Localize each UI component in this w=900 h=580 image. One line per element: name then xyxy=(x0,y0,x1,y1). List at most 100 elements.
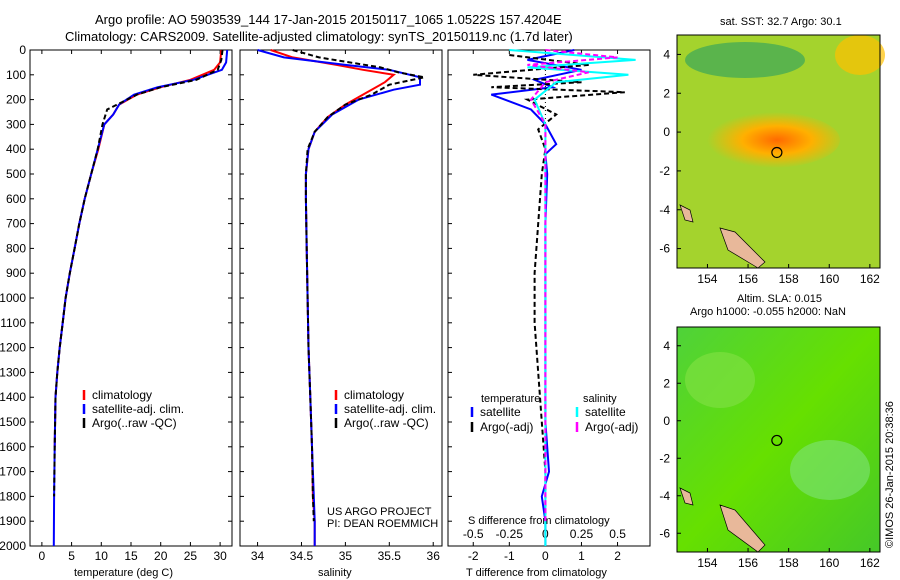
sla-xtick-label: 154 xyxy=(697,556,717,570)
legend-label: Argo(..raw -QC) xyxy=(92,416,177,430)
diff-legend-label: Argo(-adj) xyxy=(480,420,533,434)
diff-xtick-top-label: -0.5 xyxy=(463,527,484,541)
sla-map-subtitle: Argo h1000: -0.055 h2000: NaN xyxy=(690,306,846,318)
sst-ytick-label: 0 xyxy=(663,125,670,139)
temp-series-satellite-adj-clim- xyxy=(52,49,229,547)
sla-map-frame xyxy=(676,326,881,553)
sal-xtick-label: 35 xyxy=(339,549,353,563)
sst-ytick-label: -6 xyxy=(659,242,670,256)
sst-map-frame xyxy=(676,34,881,269)
sla-ytick-label: 4 xyxy=(663,339,670,353)
salinity-panel xyxy=(239,49,443,547)
sst-xtick-label: 158 xyxy=(779,272,799,286)
sla-argo-marker xyxy=(771,434,783,447)
temp-xtick-label: 0 xyxy=(39,549,46,563)
imos-timestamp: ©IMOS 26-Jan-2015 20:38:36 xyxy=(884,401,896,548)
depth-tick-label: 200 xyxy=(6,93,26,107)
depth-tick-label: 1000 xyxy=(0,291,26,305)
depth-tick-label: 700 xyxy=(6,217,26,231)
sal-series-argo xyxy=(292,49,425,522)
depth-tick-label: 800 xyxy=(6,241,26,255)
diff-xtick-label: -1 xyxy=(504,549,515,563)
salinity-xlabel: salinity xyxy=(318,567,352,579)
depth-tick-label: 2000 xyxy=(0,539,26,553)
temp-xtick-label: 20 xyxy=(154,549,168,563)
sst-xtick-label: 162 xyxy=(860,272,880,286)
depth-tick-label: 1200 xyxy=(0,341,26,355)
depth-tick-label: 1300 xyxy=(0,365,26,379)
depth-tick-label: 500 xyxy=(6,167,26,181)
sla-land-small xyxy=(679,487,694,506)
depth-tick-label: 1900 xyxy=(0,514,26,528)
sla-ytick-label: 2 xyxy=(663,376,670,390)
sal-xtick-label: 35.5 xyxy=(378,549,402,563)
sal-xtick-label: 34 xyxy=(251,549,265,563)
legend-label: climatology xyxy=(92,388,152,402)
sla-patch-2 xyxy=(790,440,870,500)
diff-xtick-label: 0 xyxy=(542,549,549,563)
sst-ytick-label: -4 xyxy=(659,203,670,217)
figure-title-line1: Argo profile: AO 5903539_144 17-Jan-2015… xyxy=(95,12,562,27)
s-difference-label: S difference from climatology xyxy=(468,515,610,527)
legend-label: satellite-adj. clim. xyxy=(92,402,184,416)
diff-xtick-top-label: 0.5 xyxy=(609,527,626,541)
sal-xtick-label: 36 xyxy=(427,549,441,563)
diff-series-s-satellite xyxy=(509,49,636,546)
depth-tick-label: 1700 xyxy=(0,465,26,479)
sal-xtick-label: 34.5 xyxy=(290,549,314,563)
sst-map-title: sat. SST: 32.7 Argo: 30.1 xyxy=(720,16,842,28)
legend-label: climatology xyxy=(344,388,404,402)
sst-land-png xyxy=(719,227,766,269)
depth-tick-label: 1400 xyxy=(0,390,26,404)
sst-argo-marker xyxy=(771,146,783,159)
legend-salinity-header: salinity xyxy=(583,393,617,405)
depth-tick-label: 0 xyxy=(19,43,26,57)
sla-ytick-label: -2 xyxy=(659,451,670,465)
sla-xtick-label: 160 xyxy=(819,556,839,570)
temp-xtick-label: 15 xyxy=(124,549,138,563)
depth-tick-label: 1800 xyxy=(0,489,26,503)
sst-warm-patch xyxy=(700,112,840,168)
sla-ytick-label: -4 xyxy=(659,489,670,503)
diff-series-t-argo-adj- xyxy=(473,54,625,522)
sal-series-satellite-adj-clim- xyxy=(257,49,421,546)
sst-xtick-label: 154 xyxy=(697,272,717,286)
diff-xtick-label: 1 xyxy=(578,549,585,563)
legend-label: satellite-adj. clim. xyxy=(344,402,436,416)
sst-xtick-label: 160 xyxy=(819,272,839,286)
depth-tick-label: 1600 xyxy=(0,440,26,454)
temp-xtick-label: 25 xyxy=(184,549,198,563)
diff-series-t-satellite xyxy=(490,49,582,546)
sla-xtick-label: 162 xyxy=(860,556,880,570)
sst-ytick-label: -2 xyxy=(659,164,670,178)
depth-tick-label: 1500 xyxy=(0,415,26,429)
project-annotation-1: US ARGO PROJECT xyxy=(327,506,432,518)
depth-tick-label: 400 xyxy=(6,142,26,156)
diff-series-s-argo-adj- xyxy=(527,49,618,522)
depth-tick-label: 1100 xyxy=(0,316,26,330)
sst-xtick-label: 156 xyxy=(738,272,758,286)
temp-series-argo xyxy=(53,49,224,497)
diff-legend-label: satellite xyxy=(480,405,521,419)
temp-xtick-label: 5 xyxy=(68,549,75,563)
sal-series-climatology xyxy=(270,49,397,546)
sst-land-small xyxy=(679,204,694,223)
project-annotation-2: PI: DEAN ROEMMICH xyxy=(327,518,438,530)
sla-xtick-label: 158 xyxy=(779,556,799,570)
diff-xtick-label: 2 xyxy=(614,549,621,563)
sla-land-png xyxy=(719,504,766,553)
sla-patch-1 xyxy=(685,352,755,408)
sla-ytick-label: -6 xyxy=(659,526,670,540)
legend-label: Argo(..raw -QC) xyxy=(344,416,429,430)
depth-tick-label: 100 xyxy=(6,68,26,82)
diff-xtick-top-label: -0.25 xyxy=(496,527,524,541)
legend-temperature-header: temperature xyxy=(481,393,540,405)
sst-warm-corner xyxy=(835,35,885,75)
temp-xtick-label: 30 xyxy=(213,549,227,563)
sla-xtick-label: 156 xyxy=(738,556,758,570)
sla-ytick-label: 0 xyxy=(663,414,670,428)
t-difference-xlabel: T difference from climatology xyxy=(466,567,607,579)
sst-ytick-label: 4 xyxy=(663,47,670,61)
diff-xtick-top-label: 0.25 xyxy=(570,527,594,541)
